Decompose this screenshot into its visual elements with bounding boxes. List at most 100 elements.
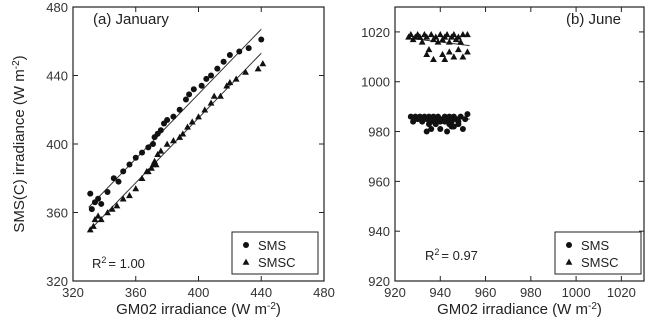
x-tick-label: 1000	[562, 285, 591, 300]
r-squared-exponent: 2	[101, 255, 106, 265]
sms-point	[457, 113, 464, 120]
legend-box	[554, 231, 642, 275]
legend-triangle-marker	[242, 258, 250, 265]
smsc-point	[450, 53, 458, 60]
plot-frame	[394, 6, 645, 282]
smsc-point	[94, 212, 102, 219]
y-tick-label: 400	[46, 137, 68, 152]
smsc-point	[210, 92, 218, 99]
legend-circle-marker	[566, 242, 572, 248]
sms-point	[88, 206, 95, 213]
smsc-point	[254, 65, 262, 72]
smsc-point	[459, 53, 467, 60]
x-axis-label-text: GM02 irradiance	[437, 301, 548, 318]
smsc-point	[407, 31, 415, 38]
y-axis-label: SMS(C) irradiance (W m-2)	[11, 55, 28, 232]
smsc-point	[242, 68, 249, 75]
y-tick-label: 980	[368, 125, 390, 140]
smsc-point	[459, 31, 467, 38]
sms-point	[444, 128, 451, 135]
smsc-point	[454, 45, 462, 53]
smsc-point	[217, 92, 224, 99]
smsc-point	[207, 99, 215, 106]
sms-point	[435, 113, 442, 120]
sms-point	[126, 161, 133, 168]
smsc-point	[259, 60, 267, 67]
r-squared-exponent: 2	[434, 247, 439, 257]
smsc-point	[434, 38, 442, 45]
smsc-point	[138, 174, 146, 181]
smsc-point	[188, 118, 196, 125]
smsc-point	[423, 50, 431, 58]
r-squared-symbol: R	[92, 256, 101, 271]
sms-point	[448, 118, 455, 125]
smsc-point	[170, 137, 177, 144]
x-axis-unit: (W m	[552, 301, 588, 318]
y-tick-label: 920	[368, 274, 390, 289]
sms-point	[245, 45, 252, 52]
sms-point	[145, 144, 152, 151]
sms-point	[437, 126, 444, 133]
sms-point	[236, 48, 243, 55]
sms-point	[208, 72, 215, 79]
smsc-point	[91, 215, 99, 223]
smsc-point	[163, 140, 171, 147]
smsc-point	[439, 50, 446, 58]
smsc-point	[104, 209, 111, 216]
y-tick-label: 320	[46, 274, 68, 289]
sms-point	[419, 118, 426, 125]
y-tick-label: 1000	[361, 75, 390, 90]
smsc-point	[432, 33, 440, 40]
x-axis-label-text: GM02 irradiance	[116, 301, 227, 318]
x-tick-label: 440	[250, 285, 272, 300]
y-tick-label: 1020	[361, 25, 390, 40]
r-squared-value: = 1.00	[108, 256, 145, 271]
sms-point	[198, 82, 205, 89]
smsc-point	[89, 222, 97, 229]
x-tick-label: 400	[188, 285, 210, 300]
sms-point	[214, 65, 221, 72]
series-smsc	[86, 60, 267, 233]
sms-point	[459, 126, 466, 133]
smsc-point	[425, 45, 433, 53]
legend-triangle-marker	[565, 258, 573, 265]
smsc-point	[176, 133, 184, 140]
r-squared-annotation: R2 = 1.00	[92, 255, 145, 271]
smsc-point	[144, 168, 152, 175]
sms-point	[164, 117, 171, 124]
sms-point	[448, 123, 455, 130]
y-axis-label-text: SMS(C) irradiance	[11, 109, 28, 232]
sms-point	[464, 111, 471, 118]
x-axis-unit-close: )	[597, 301, 602, 318]
sms-point	[132, 154, 139, 161]
sms-point	[258, 36, 265, 43]
smsc-point	[450, 31, 458, 38]
smsc-point	[148, 164, 155, 171]
sms-point	[455, 121, 462, 128]
smsc-point	[436, 31, 444, 38]
y-tick-label: 360	[46, 206, 68, 221]
x-axis-unit: (W m	[231, 301, 267, 318]
smsc-point	[416, 33, 424, 40]
x-tick-label: 320	[62, 285, 84, 300]
smsc-point	[423, 33, 431, 40]
smsc-point	[232, 75, 240, 82]
smsc-point	[132, 185, 140, 192]
sms-point	[150, 141, 157, 147]
sms-point	[407, 113, 414, 120]
sms-point	[182, 96, 189, 103]
smsc-point	[445, 48, 453, 55]
legend-label: SMS	[258, 238, 287, 253]
sms-point	[157, 127, 164, 134]
x-tick-label: 940	[429, 285, 451, 300]
x-axis-unit-exponent: -2	[588, 301, 597, 312]
x-tick-label: 960	[475, 285, 497, 300]
smsc-point	[226, 78, 234, 86]
x-axis-label: GM02 irradiance (W m-2)	[437, 301, 602, 318]
sms-point	[176, 106, 183, 113]
smsc-point	[445, 38, 453, 45]
x-axis-unit-exponent: -2	[267, 301, 276, 312]
series-smsc	[405, 31, 471, 63]
sms-point	[170, 113, 177, 120]
sms-point	[115, 178, 122, 185]
